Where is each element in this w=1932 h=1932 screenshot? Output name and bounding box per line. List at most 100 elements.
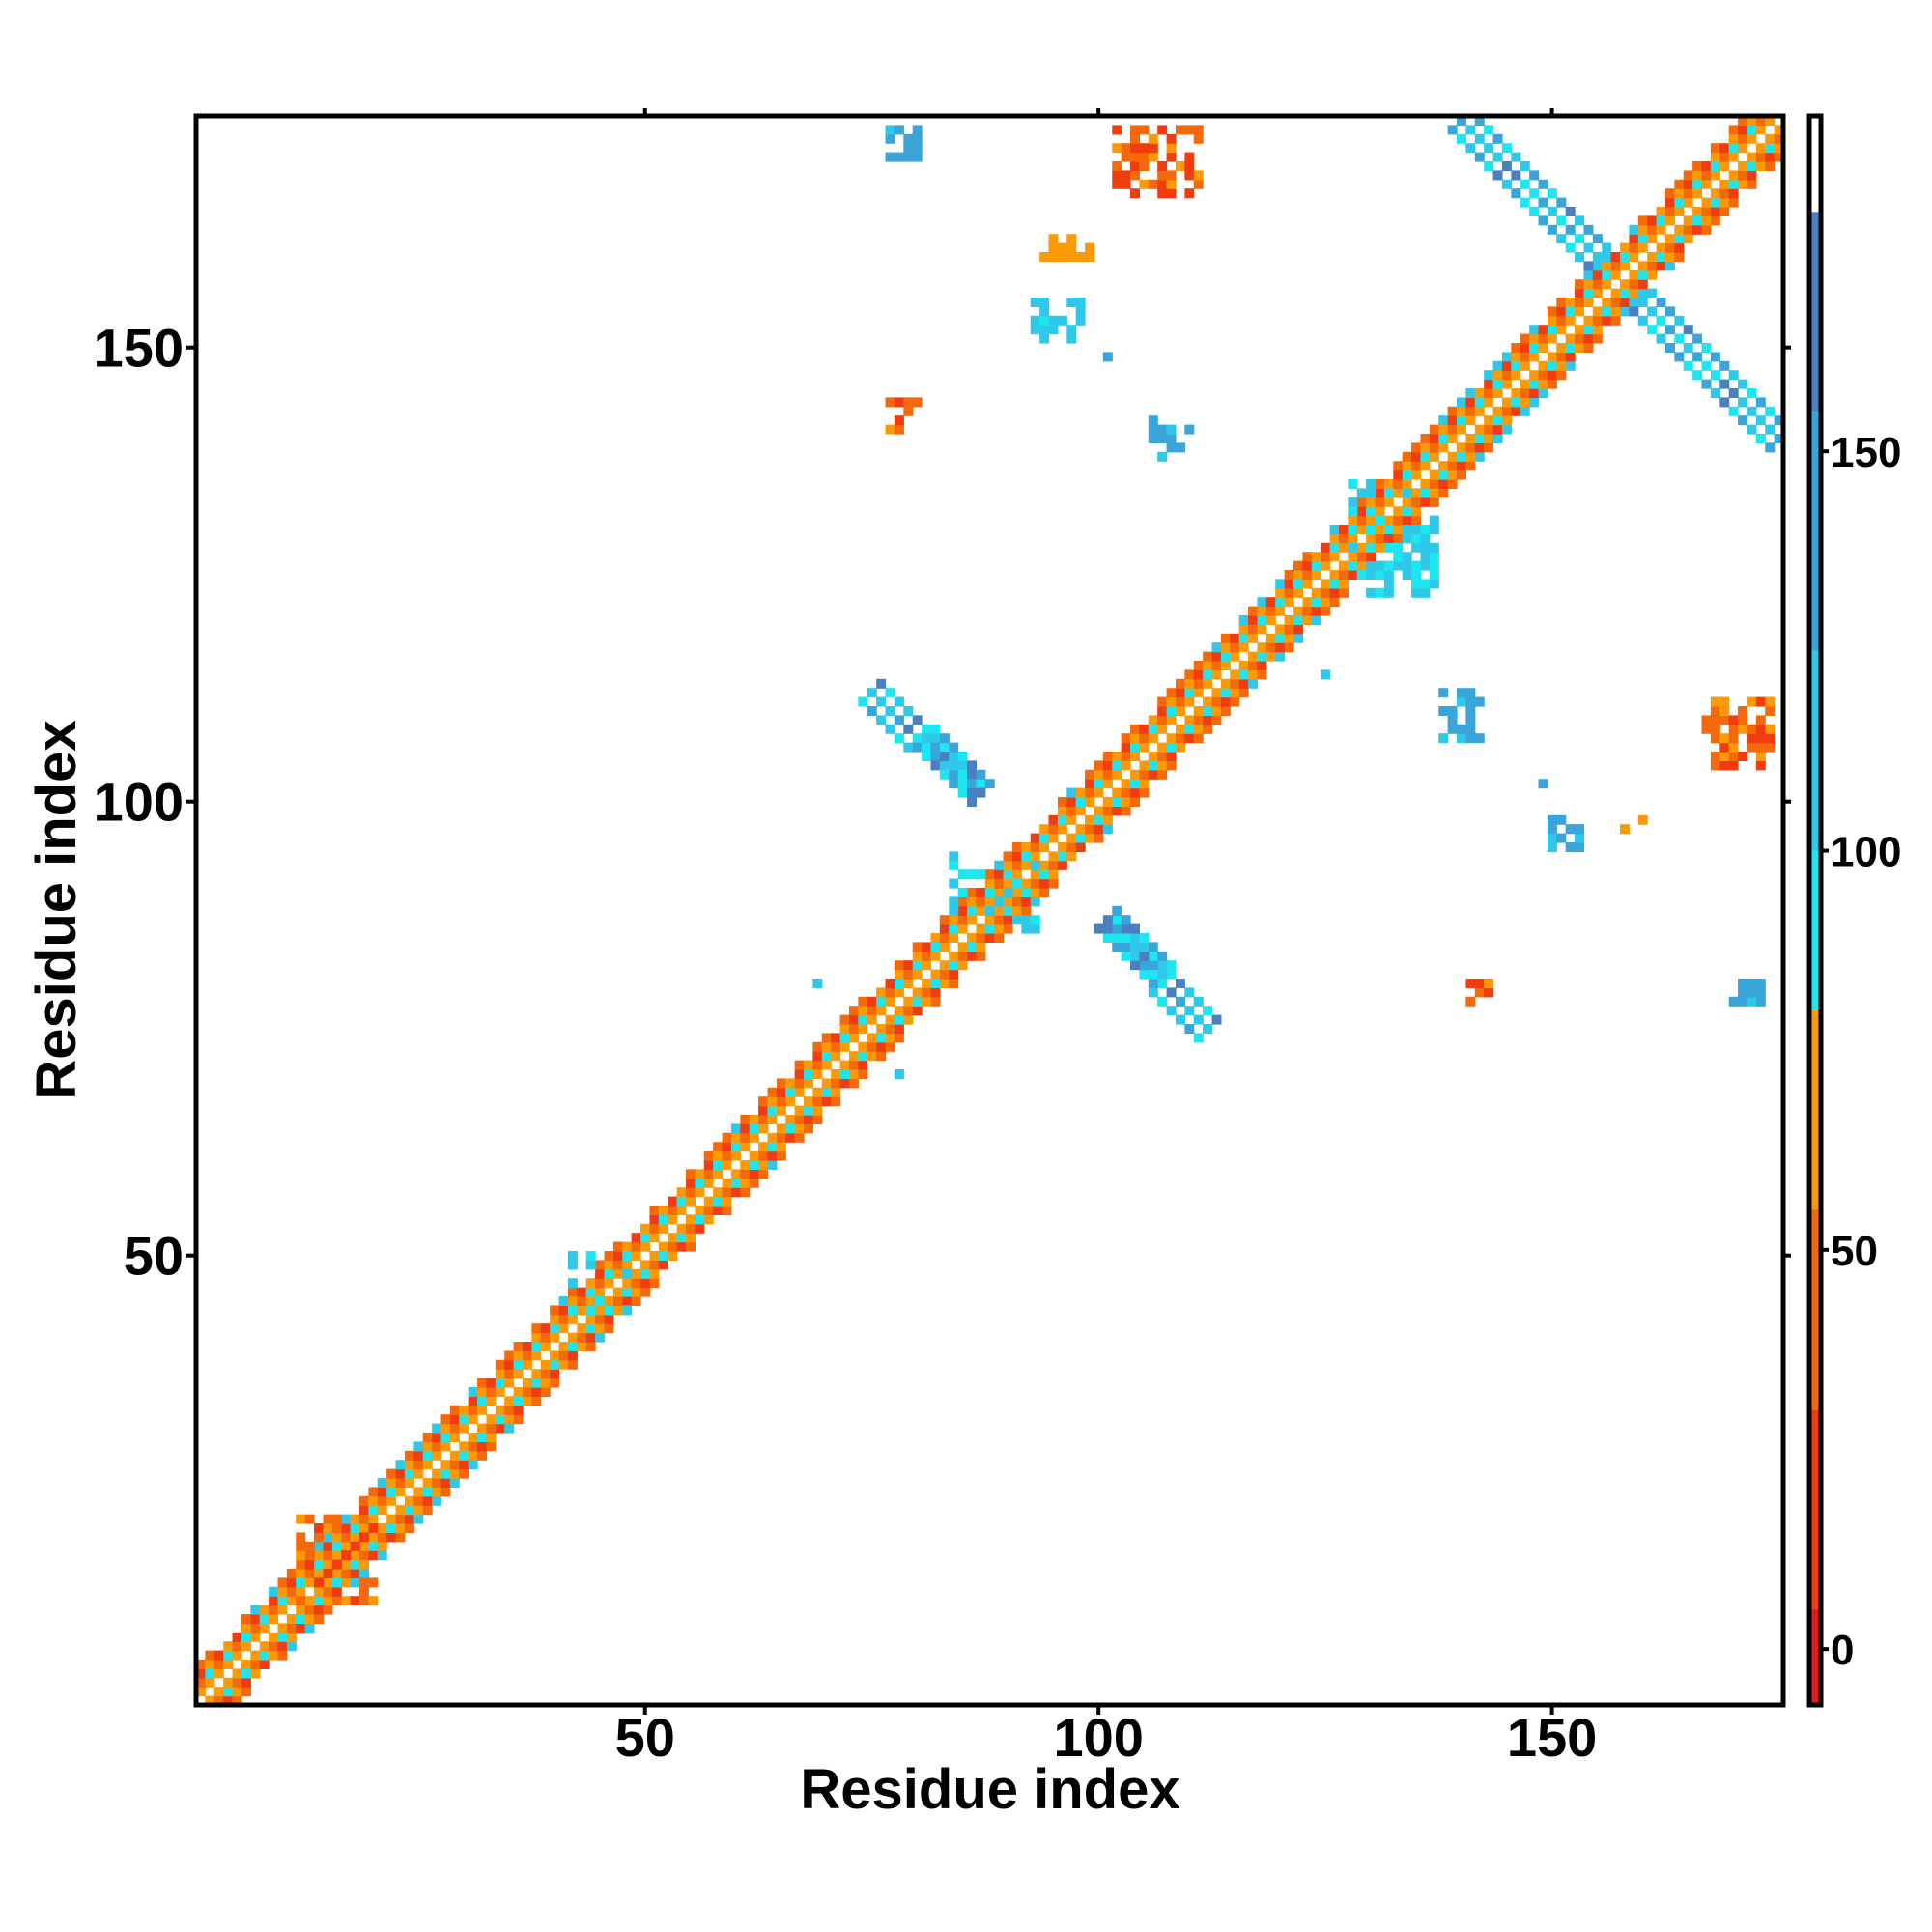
heatmap-cell — [232, 1687, 242, 1697]
heatmap-cell — [1474, 424, 1485, 435]
heatmap-cell — [1121, 170, 1131, 181]
heatmap-cell — [1438, 469, 1449, 480]
heatmap-cell — [1492, 152, 1503, 162]
heatmap-cell — [1420, 542, 1431, 553]
heatmap-cell — [1329, 525, 1340, 534]
heatmap-cell — [1447, 451, 1458, 462]
heatmap-cell — [1348, 497, 1358, 507]
heatmap-cell — [277, 1605, 288, 1615]
heatmap-cell — [1057, 860, 1067, 870]
heatmap-cell — [776, 1123, 786, 1134]
heatmap-cell — [477, 1441, 488, 1452]
heatmap-cell — [250, 1623, 261, 1634]
heatmap-cell — [1102, 824, 1113, 835]
heatmap-cell — [695, 1169, 705, 1179]
heatmap-cell — [1719, 152, 1730, 162]
heatmap-cell — [459, 1468, 469, 1479]
heatmap-cell — [486, 1441, 497, 1452]
heatmap-cell — [1383, 542, 1394, 553]
heatmap-cell — [776, 1142, 786, 1152]
heatmap-cell — [1121, 779, 1131, 789]
heatmap-cell — [449, 1433, 460, 1442]
heatmap-cell — [1085, 833, 1095, 843]
heatmap-cell — [640, 1241, 651, 1252]
heatmap-cell — [1112, 125, 1122, 135]
heatmap-cell — [213, 1660, 224, 1669]
heatmap-cell — [740, 1142, 751, 1152]
heatmap-cell — [1520, 388, 1530, 398]
heatmap-cell — [531, 1323, 542, 1334]
heatmap-cell — [1755, 116, 1766, 126]
heatmap-cell — [1529, 325, 1540, 335]
heatmap-cell — [558, 1359, 569, 1370]
heatmap-cell — [1674, 242, 1685, 253]
heatmap-cell — [1157, 170, 1168, 181]
heatmap-cell — [1402, 479, 1412, 489]
heatmap-cell — [876, 1024, 887, 1034]
heatmap-cell — [1592, 279, 1603, 290]
heatmap-cell — [785, 1096, 796, 1107]
heatmap-cell — [196, 1660, 206, 1669]
heatmap-cell — [1474, 434, 1485, 443]
heatmap-cell — [1211, 669, 1222, 680]
heatmap-cell — [1529, 343, 1540, 353]
heatmap-cell — [250, 1605, 261, 1615]
heatmap-cell — [1511, 397, 1521, 408]
heatmap-cell — [404, 1478, 414, 1488]
heatmap-cell — [1728, 760, 1739, 771]
heatmap-cell — [649, 1268, 660, 1279]
heatmap-cell — [1457, 442, 1466, 453]
heatmap-cell — [1664, 242, 1675, 253]
heatmap-cell — [1547, 325, 1557, 335]
heatmap-cell — [1529, 188, 1540, 199]
heatmap-cell — [1465, 406, 1476, 416]
heatmap-cell — [1765, 724, 1776, 734]
heatmap-cell — [1738, 125, 1748, 135]
heatmap-cell — [1484, 442, 1494, 453]
heatmap-cell — [631, 1251, 641, 1261]
heatmap-cell — [1184, 733, 1195, 744]
heatmap-cell — [984, 869, 995, 880]
heatmap-cell — [1765, 116, 1776, 126]
heatmap-cell — [839, 1069, 850, 1079]
heatmap-cell — [858, 696, 868, 707]
heatmap-cell — [703, 1206, 714, 1215]
heatmap-cell — [758, 1123, 769, 1134]
heatmap-cell — [1547, 352, 1557, 362]
heatmap-cell — [1302, 597, 1313, 608]
heatmap-cell — [1438, 733, 1449, 744]
heatmap-cell — [1184, 1024, 1195, 1034]
heatmap-cell — [377, 1532, 387, 1543]
heatmap-cell — [213, 1650, 224, 1661]
heatmap-cell — [1747, 424, 1757, 435]
heatmap-cell — [1411, 497, 1422, 507]
heatmap-cell — [1366, 552, 1377, 562]
heatmap-cell — [1538, 388, 1548, 398]
heatmap-cell — [1112, 806, 1122, 816]
heatmap-cell — [1565, 242, 1576, 253]
heatmap-cell — [848, 1033, 859, 1043]
heatmap-cell — [649, 1223, 660, 1234]
heatmap-cell — [1728, 724, 1739, 734]
heatmap-cell — [1211, 696, 1222, 707]
heatmap-cell — [477, 1423, 488, 1434]
heatmap-cell — [1538, 179, 1548, 189]
colorbar-band — [1809, 1009, 1821, 1210]
heatmap-cell — [758, 1096, 769, 1107]
heatmap-cell — [1411, 560, 1422, 571]
heatmap-cell — [1755, 434, 1766, 443]
heatmap-cell — [1166, 760, 1177, 771]
heatmap-cell — [1575, 325, 1585, 335]
heatmap-cell — [1184, 1006, 1195, 1016]
heatmap-cell — [912, 742, 923, 753]
heatmap-cell — [468, 1450, 478, 1461]
heatmap-cell — [1275, 597, 1286, 608]
heatmap-cell — [994, 888, 1005, 897]
heatmap-cell — [1465, 388, 1476, 398]
heatmap-cell — [1348, 525, 1358, 534]
heatmap-cell — [1511, 152, 1521, 162]
heatmap-cell — [1457, 406, 1466, 416]
heatmap-cell — [1710, 188, 1720, 199]
heatmap-cell — [269, 1632, 279, 1642]
heatmap-cell — [314, 1577, 325, 1588]
